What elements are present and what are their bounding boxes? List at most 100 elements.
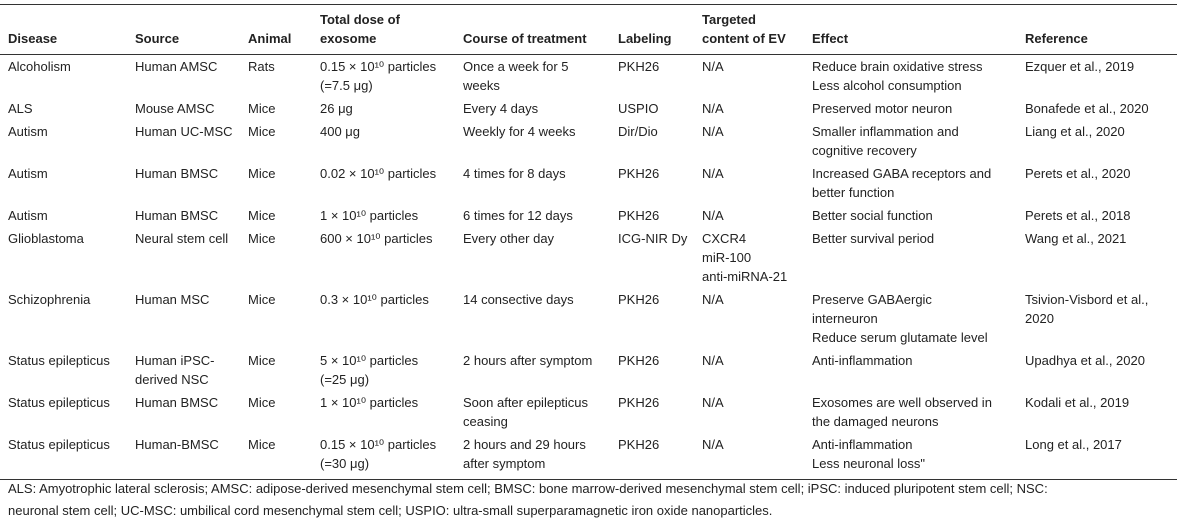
cell-line: Kodali et al., 2019: [1025, 395, 1130, 410]
footnote-line: neuronal stem cell; UC-MSC: umbilical co…: [8, 503, 773, 518]
cell-line: derived NSC: [135, 372, 209, 387]
table-row: ALS Mouse AMSC Mice 26 μg Every 4 days USPIO N…: [0, 97, 1177, 120]
cell-line: Soon after epilepticus: [463, 395, 589, 410]
cell-line: Mice: [248, 395, 276, 410]
cell-line: Mice: [248, 208, 276, 223]
cell-line: 2020: [1025, 311, 1054, 326]
cell-line: 400 μg: [320, 124, 361, 139]
cell-line: Mice: [248, 292, 276, 307]
cell-line: Mice: [248, 101, 276, 116]
cell-line: Tsivion-Visbord et al.,: [1025, 292, 1149, 307]
table-cell: Glioblastoma: [0, 227, 127, 288]
table-cell: N/A: [694, 97, 804, 120]
table-cell: Mice: [240, 349, 312, 391]
cell-line: PKH26: [618, 292, 660, 307]
table-cell: 2 hours and 29 hours after symptom: [455, 433, 610, 480]
cell-line: Smaller inflammation and: [812, 124, 959, 139]
cell-line: N/A: [702, 353, 724, 368]
table-cell: PKH26: [610, 391, 694, 433]
cell-line: Human BMSC: [135, 395, 219, 410]
table-cell: Status epilepticus: [0, 433, 127, 480]
cell-line: Human UC-MSC: [135, 124, 233, 139]
table-cell: N/A: [694, 349, 804, 391]
table-cell: Better survival period: [804, 227, 1017, 288]
header-cell: Source: [127, 4, 240, 55]
cell-line: Perets et al., 2020: [1025, 166, 1131, 181]
table-cell: Mouse AMSC: [127, 97, 240, 120]
table-cell: PKH26: [610, 55, 694, 98]
table-row: Autism Human BMSC Mice 1 × 10¹⁰ particles 6 …: [0, 204, 1177, 227]
table-row: Autism Human UC-MSC Mice 400 μg Weekly for 4…: [0, 120, 1177, 162]
cell-line: the damaged neurons: [812, 414, 939, 429]
cell-line: (=25 μg): [320, 372, 370, 387]
header-cell: Labeling: [610, 4, 694, 55]
table-cell: N/A: [694, 120, 804, 162]
table-row: Glioblastoma Neural stem cell Mice 600 × 10…: [0, 227, 1177, 288]
table-row: Autism Human BMSC Mice 0.02 × 10¹⁰ particle…: [0, 162, 1177, 204]
table-cell: PKH26: [610, 204, 694, 227]
table-cell: 6 times for 12 days: [455, 204, 610, 227]
cell-line: Mice: [248, 437, 276, 452]
table-cell: 2 hours after symptom: [455, 349, 610, 391]
table-cell: Mice: [240, 204, 312, 227]
cell-line: Human iPSC-: [135, 353, 215, 368]
cell-line: PKH26: [618, 208, 660, 223]
table-cell: Mice: [240, 120, 312, 162]
table-cell: Mice: [240, 391, 312, 433]
table-cell: CXCR4 miR-100 anti-miRNA-21: [694, 227, 804, 288]
header-cell: Total dose of exosome: [312, 4, 455, 55]
cell-line: after symptom: [463, 456, 546, 471]
table-cell: Once a week for 5 weeks: [455, 55, 610, 98]
cell-line: Exosomes are well observed in: [812, 395, 992, 410]
table-cell: 26 μg: [312, 97, 455, 120]
cell-line: Human AMSC: [135, 59, 218, 74]
cell-line: ICG-NIR Dy: [618, 231, 688, 246]
table-cell: 600 × 10¹⁰ particles: [312, 227, 455, 288]
table-cell: Human BMSC: [127, 391, 240, 433]
table-cell: 1 × 10¹⁰ particles: [312, 204, 455, 227]
table-cell: Reduce brain oxidative stress Less alcoho…: [804, 55, 1017, 98]
cell-line: Weekly for 4 weeks: [463, 124, 576, 139]
table-cell: 4 times for 8 days: [455, 162, 610, 204]
cell-line: Mice: [248, 166, 276, 181]
table-cell: Human-BMSC: [127, 433, 240, 480]
cell-line: N/A: [702, 101, 724, 116]
cell-line: interneuron: [812, 311, 878, 326]
cell-line: Autism: [8, 166, 48, 181]
table-cell: Human iPSC-derived NSC: [127, 349, 240, 391]
cell-line: Wang et al., 2021: [1025, 231, 1127, 246]
cell-line: Autism: [8, 124, 48, 139]
table-cell: Human BMSC: [127, 204, 240, 227]
cell-line: Reduce serum glutamate level: [812, 330, 988, 345]
table-cell: Status epilepticus: [0, 391, 127, 433]
header-cell: Targeted content of EV: [694, 4, 804, 55]
cell-line: Once a week for 5: [463, 59, 569, 74]
table-cell: USPIO: [610, 97, 694, 120]
table-cell: N/A: [694, 55, 804, 98]
table-cell: Perets et al., 2018: [1017, 204, 1177, 227]
table-cell: Human MSC: [127, 288, 240, 349]
cell-line: Mice: [248, 124, 276, 139]
cell-line: Mice: [248, 353, 276, 368]
table-cell: PKH26: [610, 288, 694, 349]
cell-line: 0.02 × 10¹⁰ particles: [320, 166, 437, 181]
table-cell: Ezquer et al., 2019: [1017, 55, 1177, 98]
table-cell: N/A: [694, 288, 804, 349]
table-row: Status epilepticus Human-BMSC Mice 0.15 × 1…: [0, 433, 1177, 480]
header-cell: Disease: [0, 4, 127, 55]
header-cell: Effect: [804, 4, 1017, 55]
cell-line: Human BMSC: [135, 166, 219, 181]
header-row: Disease Source Animal Total dose of exosome…: [0, 4, 1177, 55]
cell-line: (=7.5 μg): [320, 78, 373, 93]
cell-line: Preserve GABAergic: [812, 292, 932, 307]
cell-line: Status epilepticus: [8, 395, 110, 410]
table-cell: Human UC-MSC: [127, 120, 240, 162]
table-cell: Status epilepticus: [0, 349, 127, 391]
table-cell: PKH26: [610, 162, 694, 204]
table-cell: PKH26: [610, 433, 694, 480]
cell-line: Less neuronal loss": [812, 456, 926, 471]
cell-line: Schizophrenia: [8, 292, 91, 307]
cell-line: 14 consective days: [463, 292, 574, 307]
header-cell: Animal: [240, 4, 312, 55]
